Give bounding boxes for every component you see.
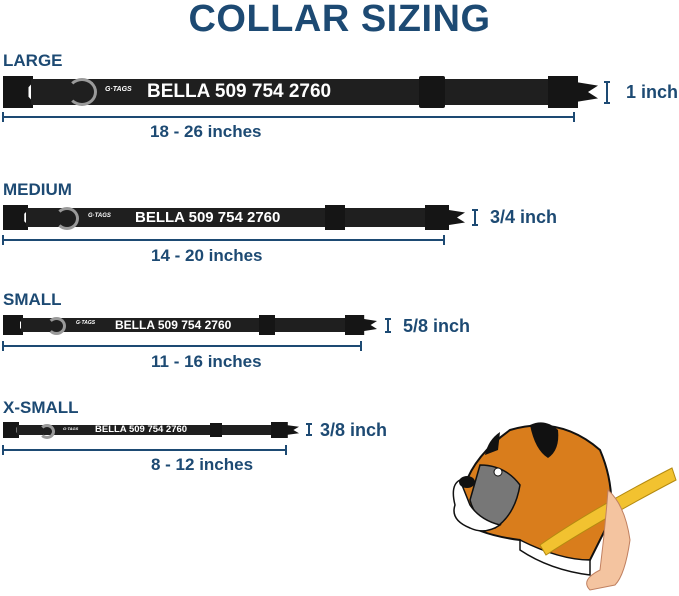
engraving-text: BELLA 509 754 2760 — [135, 209, 281, 226]
range-label-medium: 14 - 20 inches — [151, 246, 263, 265]
range-line-large — [2, 112, 575, 122]
collar-small: G·TAGS BELLA 509 754 2760 — [3, 315, 378, 335]
range-line-small — [2, 341, 362, 351]
width-label-small: 5/8 inch — [403, 316, 471, 336]
brand-tag: G·TAGS — [88, 213, 111, 219]
width-label-x-small: 3/8 inch — [320, 420, 388, 440]
brand-tag: G·TAGS — [63, 426, 79, 431]
size-label-medium: MEDIUM — [3, 180, 72, 199]
width-label-large: 1 inch — [626, 82, 679, 102]
width-bracket-icon — [385, 318, 391, 333]
range-line-medium — [2, 235, 445, 245]
size-label-x-small: X-SMALL — [3, 398, 79, 417]
dog-measuring-illustration — [452, 422, 677, 591]
width-bracket-icon — [472, 209, 478, 226]
brand-tag: G·TAGS — [105, 86, 132, 93]
size-label-small: SMALL — [3, 290, 62, 309]
page-title: COLLAR SIZING — [188, 0, 491, 40]
range-label-x-small: 8 - 12 inches — [151, 455, 254, 474]
range-line-x-small — [2, 445, 287, 455]
collar-large: G·TAGS BELLA 509 754 2760 — [3, 76, 603, 108]
brand-tag: G·TAGS — [76, 320, 96, 326]
range-label-large: 18 - 26 inches — [150, 122, 262, 141]
width-bracket-icon — [306, 423, 312, 436]
size-label-large: LARGE — [3, 51, 63, 70]
width-label-medium: 3/4 inch — [490, 207, 558, 227]
engraving-text: BELLA 509 754 2760 — [95, 424, 188, 435]
engraving-text: BELLA 509 754 2760 — [115, 318, 232, 332]
collar-x-small: G·TAGS BELLA 509 754 2760 — [3, 422, 300, 439]
width-bracket-icon — [604, 81, 610, 104]
engraving-text: BELLA 509 754 2760 — [147, 81, 332, 102]
collar-medium: G·TAGS BELLA 509 754 2760 — [3, 205, 465, 230]
range-label-small: 11 - 16 inches — [151, 352, 262, 371]
